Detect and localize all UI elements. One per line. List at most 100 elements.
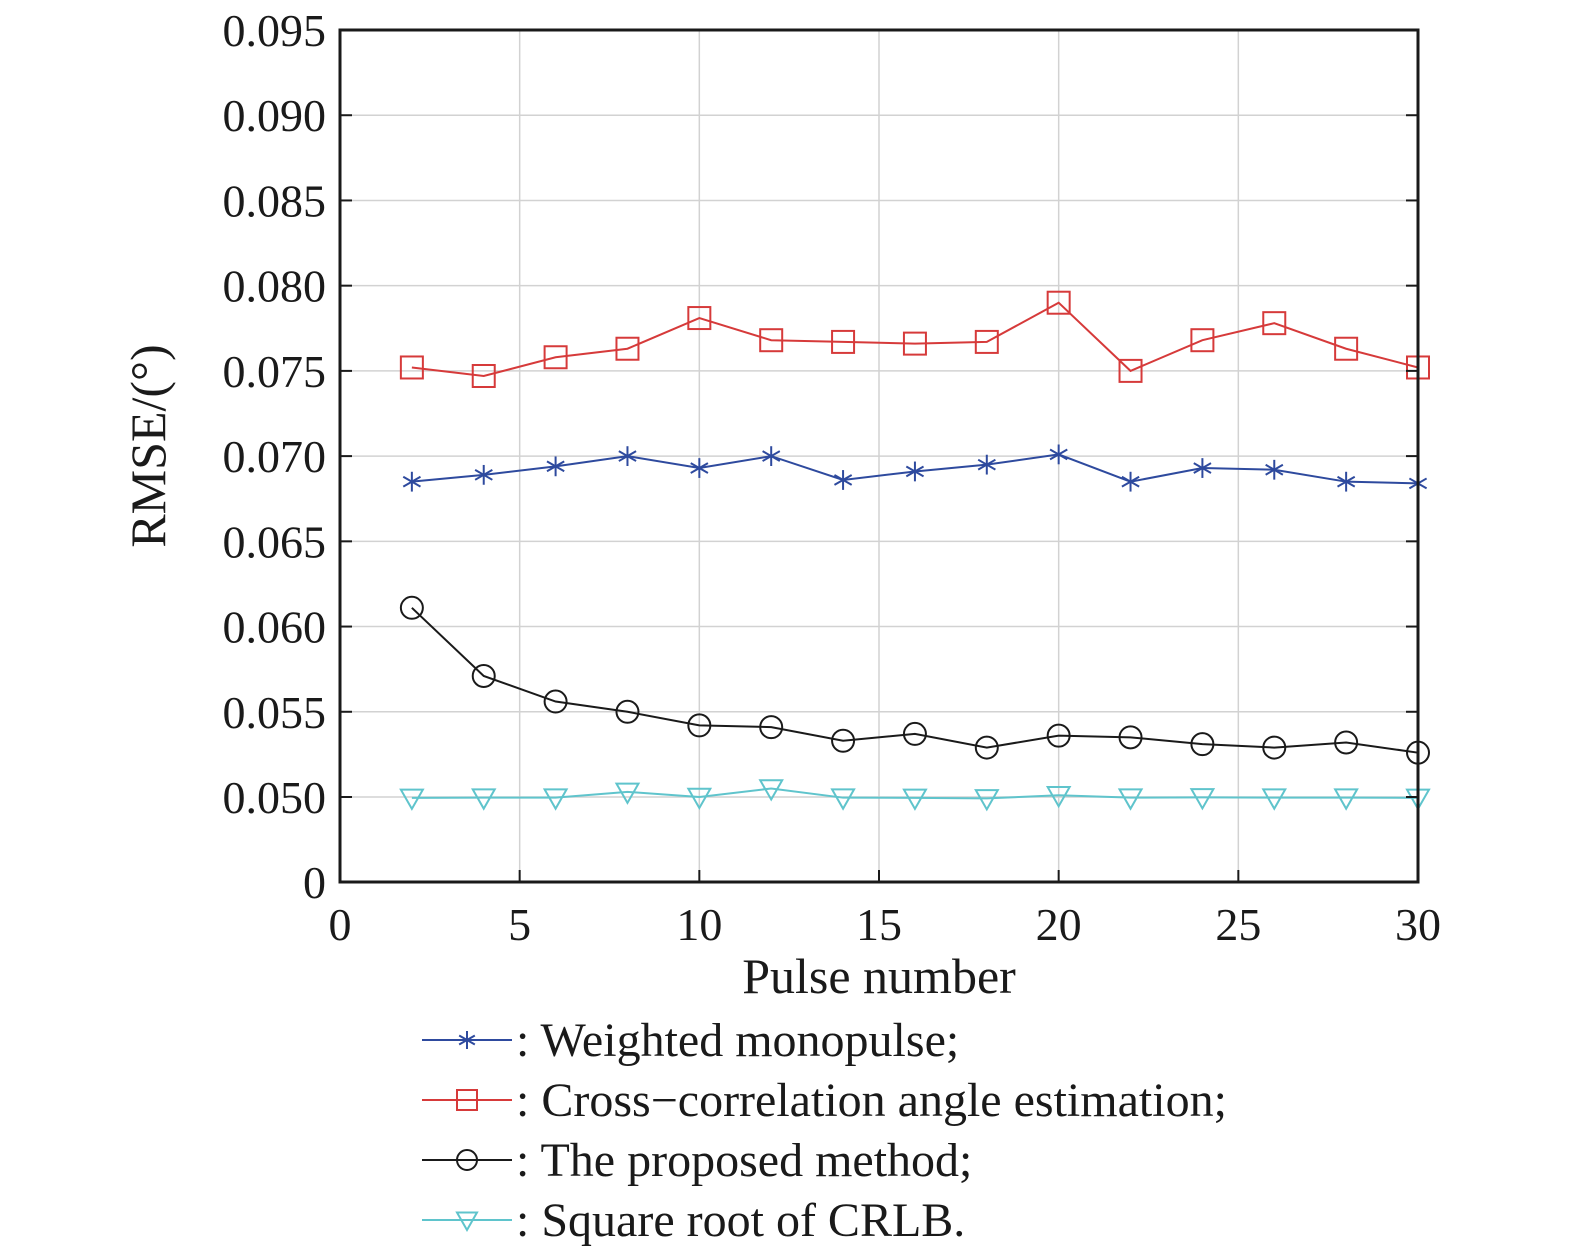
circle-marker (1262, 735, 1287, 760)
circle-marker (759, 715, 784, 740)
x-tick-label: 10 (676, 899, 722, 950)
circle-marker (902, 721, 927, 746)
asterisk-marker (905, 461, 925, 482)
square-marker (1046, 290, 1071, 315)
circle-marker (1334, 730, 1359, 755)
triangle-down-marker (758, 779, 784, 802)
y-tick-label: 0.050 (223, 772, 327, 823)
asterisk-stroke (1265, 463, 1284, 476)
triangle-down-marker (1333, 788, 1359, 811)
legend-item: : The proposed method; (422, 1134, 972, 1187)
asterisk-stroke (546, 460, 565, 473)
asterisk-marker (546, 456, 565, 477)
circle-marker (399, 595, 424, 620)
square-marker (456, 1089, 478, 1111)
square-marker (471, 364, 496, 389)
square-marker (831, 329, 856, 354)
y-tick-label: 0.055 (223, 687, 327, 738)
y-tick-label: 0.095 (223, 5, 327, 56)
triangle-down-marker (399, 788, 425, 811)
series-line (411, 607, 1419, 754)
circle-marker (1190, 732, 1215, 757)
triangle-down-marker (455, 1211, 479, 1233)
triangle-down-marker (686, 787, 713, 811)
triangle-down-marker (902, 788, 928, 811)
asterisk-stroke (762, 450, 781, 462)
series-asterisk (402, 444, 1428, 494)
asterisk-stroke (474, 469, 493, 481)
triangle-down-marker (1189, 788, 1216, 811)
asterisk-stroke (458, 1034, 476, 1046)
series-square (399, 290, 1430, 389)
legend-label: : Square root of CRLB. (516, 1194, 965, 1247)
x-tick-label: 15 (856, 899, 902, 950)
square-marker (1262, 311, 1287, 336)
asterisk-stroke (1049, 448, 1068, 461)
legend-label: : Weighted monopulse; (516, 1014, 959, 1067)
triangle-down-marker (471, 788, 497, 811)
asterisk-stroke (1337, 475, 1356, 488)
x-axis-ticks: 0 5 10 15 20 25 30 (329, 870, 1441, 950)
legend-item: : Square root of CRLB. (422, 1194, 965, 1247)
asterisk-marker (1049, 444, 1068, 465)
asterisk-stroke (618, 450, 637, 462)
legend: : Weighted monopulse; : Cross−correlation… (422, 1014, 1227, 1247)
asterisk-marker (1337, 471, 1356, 492)
square-marker (759, 328, 784, 353)
y-tick-label: 0.070 (223, 431, 327, 482)
asterisk-marker (474, 464, 493, 485)
asterisk-marker (690, 458, 709, 478)
series-line (411, 787, 1419, 800)
circle-marker (831, 728, 856, 753)
y-tick-label: 0.065 (223, 516, 327, 567)
circle-marker (687, 713, 712, 738)
series-triangle-down (399, 779, 1431, 812)
legend-label: : Cross−correlation angle estimation; (516, 1074, 1227, 1127)
circle-marker (974, 735, 999, 760)
x-axis-label: Pulse number (742, 948, 1016, 1004)
circle-marker (1118, 725, 1143, 750)
x-tick-label: 0 (329, 899, 352, 950)
grid-lines (340, 30, 1418, 882)
square-marker (687, 306, 712, 331)
y-tick-label: 0.060 (223, 602, 327, 653)
legend-item: : Cross−correlation angle estimation; (422, 1074, 1227, 1127)
triangle-down-marker (542, 788, 569, 811)
square-marker (1190, 328, 1215, 353)
asterisk-marker (1121, 471, 1140, 492)
y-tick-label: 0.075 (223, 346, 327, 397)
circle-marker (471, 663, 496, 688)
y-tick-label: 0.090 (223, 90, 327, 141)
x-tick-label: 25 (1215, 899, 1261, 950)
asterisk-stroke (402, 475, 421, 488)
asterisk-stroke (977, 458, 996, 471)
square-marker (543, 345, 568, 370)
asterisk-marker (402, 471, 421, 492)
square-marker (1334, 336, 1359, 361)
y-axis-label: RMSE/(°) (120, 344, 176, 547)
series-layer (399, 290, 1431, 812)
series-circle (399, 595, 1430, 765)
square-marker (615, 336, 640, 361)
y-tick-label: 0.080 (223, 261, 327, 312)
square-marker (399, 355, 424, 380)
y-tick-label: 0 (303, 857, 326, 908)
series-line (411, 301, 1419, 378)
asterisk-stroke (1193, 462, 1212, 474)
circle-marker (615, 699, 640, 724)
asterisk-stroke (1121, 475, 1140, 488)
circle-marker (1046, 723, 1071, 748)
asterisk-marker (977, 454, 996, 475)
triangle-down-marker (1261, 788, 1287, 811)
asterisk-marker (762, 446, 781, 467)
square-marker (974, 329, 999, 354)
asterisk-marker (618, 446, 637, 467)
asterisk-marker (458, 1031, 476, 1049)
asterisk-marker (1265, 459, 1284, 480)
asterisk-stroke (833, 474, 853, 486)
legend-label: : The proposed method; (516, 1134, 972, 1187)
asterisk-stroke (905, 465, 925, 478)
circle-marker (456, 1149, 478, 1171)
triangle-down-marker (614, 782, 641, 805)
